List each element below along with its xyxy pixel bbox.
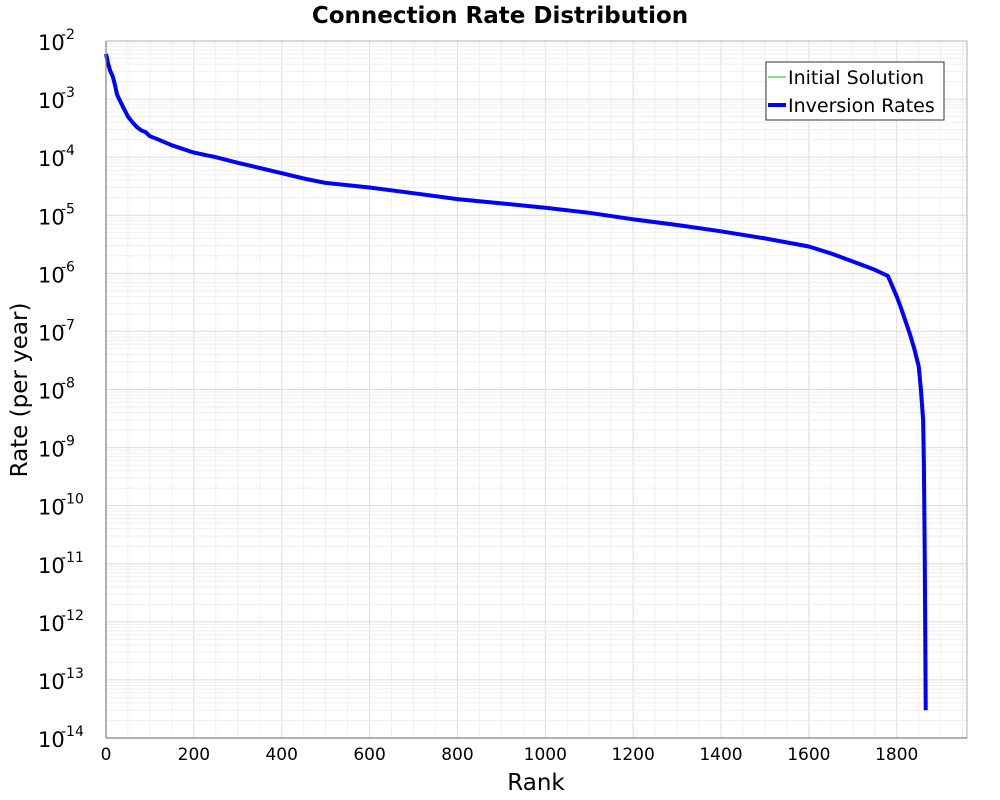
y-tick-base: 10 xyxy=(38,438,65,462)
y-tick-exponent: -11 xyxy=(61,550,84,566)
y-tick-exponent: -8 xyxy=(61,376,75,392)
y-tick-base: 10 xyxy=(38,612,65,636)
y-tick-base: 10 xyxy=(38,554,65,578)
legend-label-initial-solution: Initial Solution xyxy=(788,67,924,89)
y-tick-label: 10-3 xyxy=(38,85,75,113)
series-line-inversion-rates xyxy=(104,53,928,711)
y-tick-exponent: -14 xyxy=(61,724,84,740)
x-axis-label: Rank xyxy=(507,770,565,796)
y-tick-exponent: -3 xyxy=(61,85,75,101)
y-tick-base: 10 xyxy=(38,670,65,694)
x-tick-labels: 0 200 400 600 800 1000 1200 1400 1600 1800 xyxy=(101,745,919,765)
chart-title: Connection Rate Distribution xyxy=(312,3,688,29)
legend-label-inversion-rates: Inversion Rates xyxy=(788,95,935,117)
y-tick-base: 10 xyxy=(38,263,65,287)
y-tick-base: 10 xyxy=(38,31,65,55)
series-lines xyxy=(104,53,928,711)
y-tick-label: 10-5 xyxy=(38,201,75,229)
y-tick-exponent: -6 xyxy=(61,259,75,275)
y-tick-base: 10 xyxy=(38,89,65,113)
y-tick-base: 10 xyxy=(38,205,65,229)
x-tick-label: 1400 xyxy=(699,745,742,765)
y-tick-label: 10-12 xyxy=(38,608,84,636)
y-tick-label: 10-13 xyxy=(38,666,84,694)
y-tick-exponent: -5 xyxy=(61,201,75,217)
y-tick-exponent: -4 xyxy=(61,143,75,159)
y-tick-label: 10-10 xyxy=(38,492,84,520)
y-tick-label: 10-9 xyxy=(38,434,75,462)
x-tick-label: 600 xyxy=(353,745,385,765)
legend-box xyxy=(765,61,945,121)
x-tick-label: 400 xyxy=(265,745,297,765)
y-tick-label: 10-14 xyxy=(38,724,84,752)
x-tick-label: 1200 xyxy=(612,745,655,765)
x-tick-label: 800 xyxy=(441,745,473,765)
y-tick-label: 10-2 xyxy=(38,27,75,55)
y-tick-base: 10 xyxy=(38,321,65,345)
y-tick-base: 10 xyxy=(38,380,65,404)
y-tick-exponent: -2 xyxy=(61,27,75,43)
x-tick-label: 1600 xyxy=(787,745,830,765)
y-tick-exponent: -12 xyxy=(61,608,84,624)
y-tick-labels: 10-210-310-410-510-610-710-810-910-1010-… xyxy=(38,27,84,752)
x-tick-label: 200 xyxy=(178,745,210,765)
y-tick-label: 10-4 xyxy=(38,143,75,171)
y-tick-base: 10 xyxy=(38,728,65,752)
y-tick-exponent: -10 xyxy=(61,492,84,508)
y-axis-label: Rate (per year) xyxy=(7,303,33,478)
y-tick-label: 10-8 xyxy=(38,376,75,404)
y-tick-label: 10-11 xyxy=(38,550,84,578)
y-tick-exponent: -13 xyxy=(61,666,84,682)
y-tick-base: 10 xyxy=(38,496,65,520)
y-tick-exponent: -9 xyxy=(61,434,75,450)
x-tick-label: 1800 xyxy=(875,745,918,765)
y-tick-label: 10-7 xyxy=(38,317,75,345)
x-tick-label: 1000 xyxy=(524,745,567,765)
legend: Initial Solution Inversion Rates xyxy=(765,61,945,121)
y-tick-label: 10-6 xyxy=(38,259,75,287)
x-tick-label: 0 xyxy=(101,745,112,765)
y-tick-exponent: -7 xyxy=(61,317,75,333)
y-tick-base: 10 xyxy=(38,147,65,171)
